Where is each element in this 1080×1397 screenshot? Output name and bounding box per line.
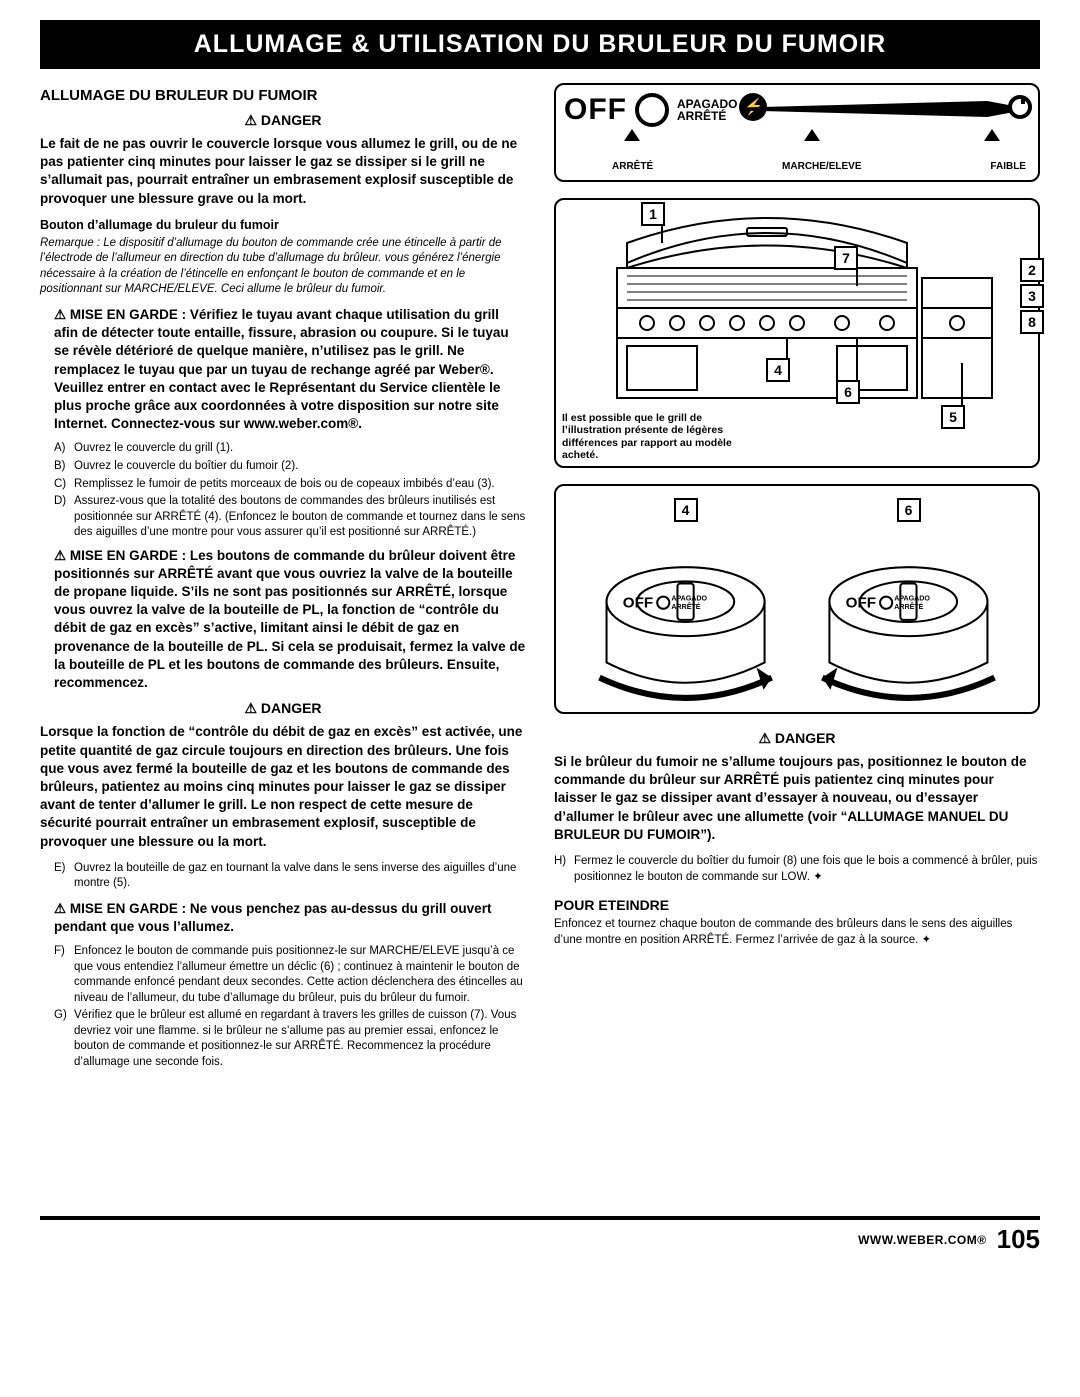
step-item: E) Ouvrez la bouteille de gaz en tournant… <box>54 861 526 892</box>
callout-8: 8 <box>1020 310 1044 334</box>
subsection-heading: Bouton d’allumage du bruleur du fumoir <box>40 218 526 232</box>
step-item: G) Vérifiez que le brûleur est allumé en … <box>54 1008 526 1070</box>
dial-state-marche: MARCHE/ELEVE <box>782 161 861 172</box>
wedge-icon <box>745 101 1030 117</box>
arrete-label: ARRÊTÉ <box>677 109 726 123</box>
step-text: Remplissez le fumoir de petits morceaux … <box>74 478 495 490</box>
callout-4: 4 <box>766 358 790 382</box>
mise-en-garde-2: ⚠ MISE EN GARDE : Les boutons de command… <box>54 547 526 693</box>
pour-eteindre-body: Enfoncez et tournez chaque bouton de com… <box>554 917 1040 948</box>
dial-row: OFF APAGADO ARRÊTÉ ⚡ <box>564 93 1030 127</box>
grill-figure: 1 7 2 3 8 4 6 5 Il est possible que le g… <box>554 198 1040 468</box>
step-text: Ouvrez la bouteille de gaz en tournant l… <box>74 862 516 890</box>
dial-arrows <box>564 127 1030 141</box>
dial-stack-labels: APAGADO ARRÊTÉ <box>677 98 737 122</box>
svg-text:APAGADO: APAGADO <box>671 595 707 603</box>
dial-state-faible: FAIBLE <box>990 161 1026 172</box>
step-item: B) Ouvrez le couvercle du boîtier du fumo… <box>54 459 526 475</box>
step-label: A) <box>54 441 66 457</box>
step-item: D) Assurez-vous que la totalité des bouto… <box>54 494 526 541</box>
svg-text:ARRÊTÉ: ARRÊTÉ <box>894 602 923 611</box>
knob-figure: 4 6 <box>554 484 1040 714</box>
section-heading: ALLUMAGE DU BRULEUR DU FUMOIR <box>40 87 526 104</box>
italic-remark: Remarque : Le dispositif d’allumage du b… <box>40 236 526 298</box>
arrow-up-icon <box>624 129 640 141</box>
svg-text:ARRÊTÉ: ARRÊTÉ <box>671 602 700 611</box>
dial-figure: OFF APAGADO ARRÊTÉ ⚡ <box>554 83 1040 182</box>
dial-state-arrete: ARRÊTÉ <box>612 161 653 172</box>
knobs-line-art-icon: OFF APAGADO ARRÊTÉ OFF APAGADO ARRÊTÉ <box>564 522 1030 732</box>
callout-6: 6 <box>836 380 860 404</box>
heat-arc-icon: ⚡ <box>745 95 1030 125</box>
step-label: H) <box>554 854 566 870</box>
steps-a-d: A) Ouvrez le couvercle du grill (1). B) Ou… <box>40 441 526 540</box>
svg-text:OFF: OFF <box>846 595 876 612</box>
callout-3: 3 <box>1020 284 1044 308</box>
side-callouts: 2 3 8 <box>1020 258 1044 334</box>
step-text: Assurez-vous que la totalité des boutons… <box>74 495 525 538</box>
step-text: Enfoncez le bouton de commande puis posi… <box>74 945 523 1004</box>
steps-e: E) Ouvrez la bouteille de gaz en tournant… <box>40 861 526 892</box>
step-label: C) <box>54 477 66 493</box>
knob-callout-4: 4 <box>674 498 698 522</box>
illustration-disclaimer: Il est possible que le grill de l’illust… <box>562 412 762 462</box>
danger-body: Le fait de ne pas ouvrir le couvercle lo… <box>40 135 526 208</box>
footer-url: WWW.WEBER.COM® <box>858 1233 987 1247</box>
step-item: A) Ouvrez le couvercle du grill (1). <box>54 441 526 457</box>
danger-body-3: Si le brûleur du fumoir ne s’allume touj… <box>554 753 1040 844</box>
step-text: Ouvrez le couvercle du grill (1). <box>74 442 233 454</box>
step-label: G) <box>54 1008 67 1024</box>
step-item: C) Remplissez le fumoir de petits morceau… <box>54 477 526 493</box>
low-circle-icon <box>1008 95 1032 119</box>
step-label: F) <box>54 944 65 960</box>
step-label: E) <box>54 861 66 877</box>
step-text: Ouvrez le couvercle du boîtier du fumoir… <box>74 460 298 472</box>
right-column: OFF APAGADO ARRÊTÉ ⚡ <box>554 83 1040 1076</box>
knob-off-text: OFF <box>623 595 653 612</box>
off-label: OFF <box>564 93 627 127</box>
mise-en-garde-3: ⚠ MISE EN GARDE : Ne vous penchez pas au… <box>54 900 526 936</box>
footer-page-number: 105 <box>997 1224 1040 1255</box>
arrow-up-icon <box>804 129 820 141</box>
step-label: D) <box>54 494 66 510</box>
step-text: Fermez le couvercle du boîtier du fumoir… <box>574 855 1037 883</box>
callout-2: 2 <box>1020 258 1044 282</box>
pour-eteindre-heading: POUR ETEINDRE <box>554 897 1040 913</box>
mise-en-garde-1: ⚠ MISE EN GARDE : Vérifiez le tuyau avan… <box>54 306 526 434</box>
dial-state-labels: ARRÊTÉ MARCHE/ELEVE FAIBLE <box>564 161 1030 172</box>
knob-callout-6: 6 <box>897 498 921 522</box>
page: ALLUMAGE & UTILISATION DU BRULEUR DU FUM… <box>0 0 1080 1265</box>
arrow-up-icon <box>984 129 1000 141</box>
callout-7: 7 <box>834 246 858 270</box>
danger-heading: ⚠ DANGER <box>40 112 526 129</box>
svg-text:APAGADO: APAGADO <box>894 595 930 603</box>
danger-heading-2: ⚠ DANGER <box>40 700 526 717</box>
step-label: B) <box>54 459 66 475</box>
step-text: Vérifiez que le brûleur est allumé en re… <box>74 1009 516 1068</box>
danger-body-2: Lorsque la fonction de “contrôle du débi… <box>40 723 526 851</box>
step-h: H) Fermez le couvercle du boîtier du fumo… <box>554 854 1040 885</box>
callout-5: 5 <box>941 405 965 429</box>
step-item: F) Enfoncez le bouton de commande puis po… <box>54 944 526 1006</box>
footer-rule: WWW.WEBER.COM® 105 <box>40 1216 1040 1255</box>
off-circle-icon <box>635 93 669 127</box>
two-column-layout: ALLUMAGE DU BRULEUR DU FUMOIR ⚠ DANGER L… <box>40 83 1040 1076</box>
callout-1: 1 <box>641 202 665 226</box>
step-item: H) Fermez le couvercle du boîtier du fumo… <box>554 854 1040 885</box>
steps-f-g: F) Enfoncez le bouton de commande puis po… <box>40 944 526 1070</box>
left-column: ALLUMAGE DU BRULEUR DU FUMOIR ⚠ DANGER L… <box>40 83 526 1076</box>
title-banner: ALLUMAGE & UTILISATION DU BRULEUR DU FUM… <box>40 20 1040 69</box>
